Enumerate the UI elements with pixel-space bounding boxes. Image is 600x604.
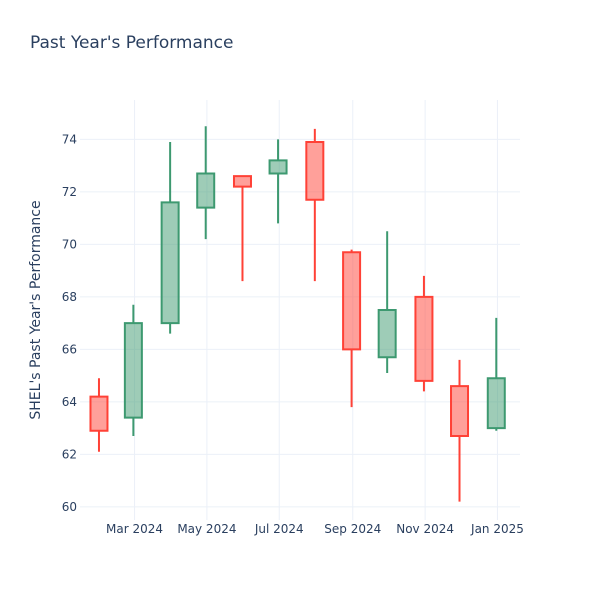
candle-decreasing — [89, 378, 109, 452]
y-tick-label: 60 — [62, 500, 77, 514]
x-tick-label: Nov 2024 — [396, 522, 454, 536]
candle-body — [342, 251, 362, 351]
candle-body — [268, 159, 288, 175]
candle-body — [196, 172, 216, 209]
candle-body — [450, 385, 470, 437]
candle-body — [160, 201, 180, 325]
candle-body — [89, 395, 109, 432]
candle-increasing — [160, 142, 180, 334]
y-tick-label: 64 — [62, 395, 77, 409]
chart-title: Past Year's Performance — [30, 33, 234, 53]
candle-body — [232, 175, 252, 188]
candle-decreasing — [414, 275, 434, 392]
axes: 60 62 64 66 68 70 72 74 Mar 2024 May 2024 Jul 2024… — [62, 132, 524, 536]
y-tick-label: 68 — [62, 290, 77, 304]
candle-body — [123, 322, 143, 419]
x-tick-label: May 2024 — [177, 522, 236, 536]
x-tick-label: Sep 2024 — [324, 522, 381, 536]
y-tick-label: 72 — [62, 185, 77, 199]
y-axis-label: SHEL's Past Year's Performance — [28, 200, 44, 419]
candle-decreasing — [342, 249, 362, 408]
y-tick-label: 66 — [62, 342, 77, 356]
candle-body — [377, 309, 397, 359]
candle-decreasing — [232, 175, 252, 282]
candle-increasing — [486, 317, 506, 431]
candle-increasing — [196, 126, 216, 240]
candles — [89, 126, 506, 502]
x-tick-label: Jan 2025 — [470, 522, 524, 536]
y-tick-label: 70 — [62, 237, 77, 251]
x-tick-label: Jul 2024 — [254, 522, 304, 536]
candle-increasing — [123, 304, 143, 436]
candle-increasing — [268, 139, 288, 224]
grid — [80, 100, 520, 520]
candle-decreasing — [305, 128, 325, 282]
candle-body — [486, 377, 506, 430]
candle-decreasing — [450, 359, 470, 502]
candle-increasing — [377, 231, 397, 373]
candle-body — [414, 295, 434, 382]
y-tick-label: 74 — [62, 132, 77, 146]
x-tick-label: Mar 2024 — [106, 522, 163, 536]
y-tick-label: 62 — [62, 447, 77, 461]
candle-body — [305, 141, 325, 201]
